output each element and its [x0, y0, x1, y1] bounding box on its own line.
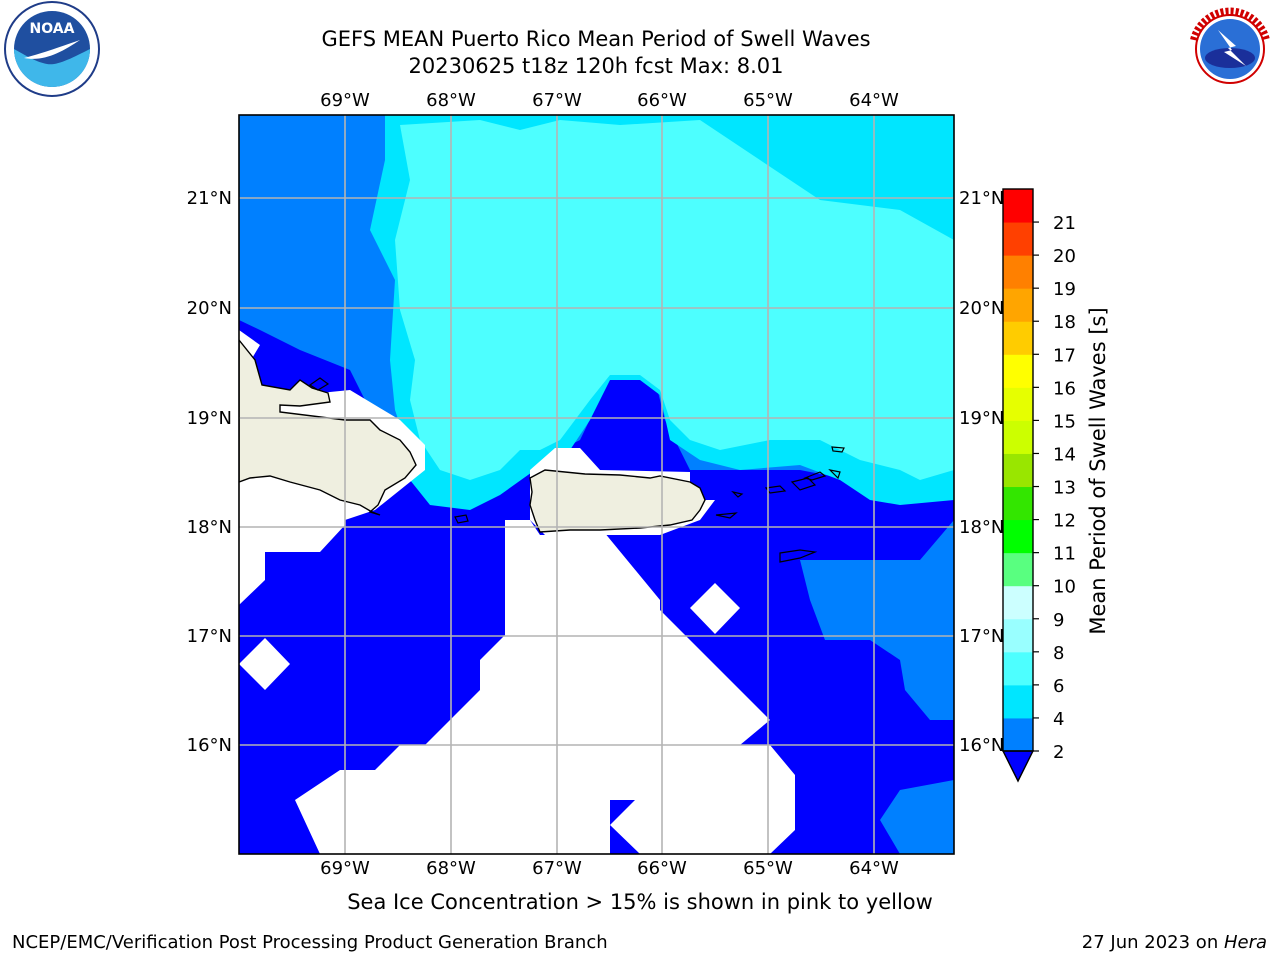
colorbar-tick-label: 14 — [1053, 444, 1076, 465]
colorbar-segment — [1003, 387, 1033, 421]
lat-label-left: 21°N — [187, 188, 232, 209]
chart-subtitle: 20230625 t18z 120h fcst Max: 8.01 — [408, 54, 784, 78]
colorbar-tick-label: 19 — [1053, 279, 1076, 300]
land-haiti-north — [308, 377, 330, 391]
colorbar-tick-label: 16 — [1053, 378, 1076, 399]
colorbar-tick-label: 8 — [1053, 643, 1064, 664]
lat-label-right: 19°N — [959, 408, 1004, 429]
colorbar-segment — [1003, 255, 1033, 289]
mask-island-1 — [690, 583, 740, 634]
colorbar-segment — [1003, 618, 1033, 653]
contour-6-8 — [395, 120, 954, 480]
colorbar-tick-label: 17 — [1053, 345, 1076, 366]
lon-label-bottom: 69°W — [320, 858, 370, 879]
map-frame — [238, 114, 955, 855]
colorbar-segment — [1003, 288, 1033, 322]
colorbar-segment — [1003, 321, 1033, 355]
colorbar-segment — [1003, 552, 1033, 587]
lon-label-top: 64°W — [849, 90, 899, 111]
lon-label-bottom: 64°W — [849, 858, 899, 879]
colorbar-tick-label: 11 — [1053, 544, 1076, 565]
colorbar-segment — [1003, 585, 1033, 620]
swell-period-field — [239, 115, 954, 854]
lon-label-bottom: 66°W — [637, 858, 687, 879]
lon-label-top: 65°W — [743, 90, 793, 111]
colorbar-tick-label: 6 — [1053, 676, 1064, 697]
mask-south — [295, 515, 795, 854]
colorbar-segment — [1003, 222, 1033, 256]
colorbar-tick-label: 21 — [1053, 213, 1076, 234]
colorbar-tick-label: 12 — [1053, 511, 1076, 532]
lat-label-left: 17°N — [187, 626, 232, 647]
colorbar-segment — [1003, 519, 1033, 554]
lat-label-right: 16°N — [959, 735, 1004, 756]
colorbar-segment — [1003, 486, 1033, 521]
sea-ice-note: Sea Ice Concentration > 15% is shown in … — [347, 890, 933, 914]
footer-date: 27 Jun 2023 on Hera — [1082, 932, 1267, 953]
lon-label-bottom: 67°W — [532, 858, 582, 879]
lat-label-left: 16°N — [187, 735, 232, 756]
colorbar-segment — [1003, 453, 1033, 488]
colorbar-segment — [1003, 651, 1033, 686]
chart-title: GEFS MEAN Puerto Rico Mean Period of Swe… — [321, 27, 871, 51]
colorbar-tick-label: 2 — [1053, 742, 1064, 763]
lat-label-right: 17°N — [959, 626, 1004, 647]
colorbar-frame — [1002, 188, 1034, 752]
noaa-logo-text: NOAA — [30, 21, 75, 37]
colorbar-label: Mean Period of Swell Waves [s] — [1086, 307, 1110, 634]
lon-label-bottom: 68°W — [426, 858, 476, 879]
lon-label-top: 66°W — [637, 90, 687, 111]
colorbar-segment — [1003, 684, 1033, 719]
footer-host: Hera — [1223, 932, 1267, 953]
noaa-logo: NOAA — [4, 1, 100, 97]
footer-date-text: 27 Jun 2023 on — [1081, 932, 1224, 953]
colorbar-segment — [1003, 717, 1033, 752]
colorbar-segment — [1003, 420, 1033, 454]
colorbar-tick-label: 10 — [1053, 577, 1076, 598]
lat-label-left: 18°N — [187, 517, 232, 538]
gridlines — [239, 115, 954, 854]
colorbar-tick-label: 4 — [1053, 709, 1064, 730]
mask-island-2 — [239, 638, 290, 690]
lon-label-top: 68°W — [426, 90, 476, 111]
lat-label-right: 18°N — [959, 517, 1004, 538]
colorbar-tick-label: 18 — [1053, 312, 1076, 333]
footer-credit: NCEP/EMC/Verification Post Processing Pr… — [12, 932, 608, 953]
colorbar-tick-label: 15 — [1053, 411, 1076, 432]
colorbar-tick-label: 20 — [1053, 246, 1076, 267]
nws-logo — [1183, 2, 1277, 96]
land-hispaniola — [239, 338, 417, 516]
lat-label-right: 20°N — [959, 298, 1004, 319]
colorbar-segment — [1003, 189, 1033, 223]
lat-label-right: 21°N — [959, 188, 1004, 209]
lon-label-top: 69°W — [320, 90, 370, 111]
colorbar-segment — [1003, 354, 1033, 388]
lat-label-left: 19°N — [187, 408, 232, 429]
colorbar-under-extension — [1001, 750, 1035, 783]
colorbar: 2 4 6 8 9 10 11 12 13 14 15 16 17 18 19 20 21 — [1001, 188, 1076, 783]
colorbar-tick-label: 13 — [1053, 478, 1076, 499]
lon-label-bottom: 65°W — [743, 858, 793, 879]
land-virgin-islands — [454, 446, 845, 563]
lat-label-left: 20°N — [187, 298, 232, 319]
lon-label-top: 67°W — [532, 90, 582, 111]
colorbar-tick-label: 9 — [1053, 610, 1064, 631]
